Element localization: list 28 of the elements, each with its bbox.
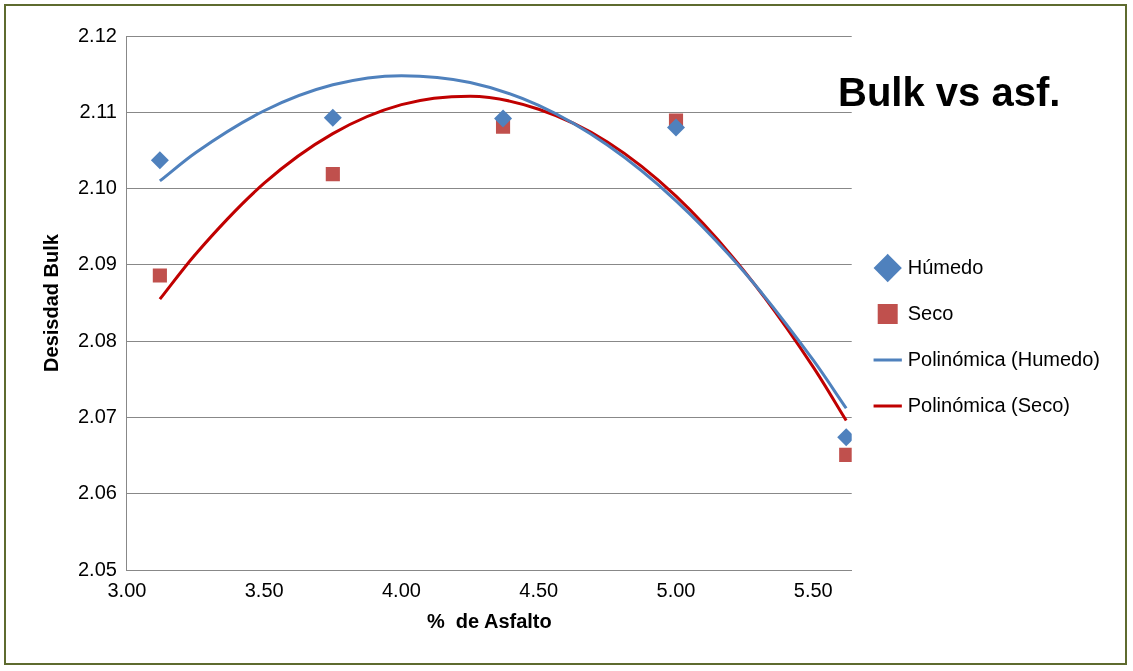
legend-label: Húmedo	[907, 255, 984, 278]
point	[323, 108, 342, 127]
legend-label: Seco	[907, 301, 954, 324]
x-axis-title: % de Asfalto	[426, 609, 552, 632]
y-tick-label: 2.05	[77, 557, 117, 580]
x-tick-label: 5.50	[793, 578, 833, 601]
legend-label: Polinómica (Humedo)	[907, 347, 1100, 370]
y-tick-label: 2.06	[77, 481, 117, 504]
point	[325, 167, 340, 182]
point	[152, 268, 167, 283]
x-tick-label: 4.50	[519, 578, 559, 601]
x-tick-label: 5.00	[656, 578, 696, 601]
x-tick-label: 4.00	[381, 578, 421, 601]
y-tick-label: 2.07	[77, 404, 117, 427]
y-tick-label: 2.09	[77, 252, 117, 275]
text: Bulk vs asf.	[838, 70, 1061, 115]
y-tick-label: 2.12	[77, 23, 117, 46]
point	[494, 109, 513, 128]
point	[839, 447, 852, 462]
y-tick-label: 2.10	[77, 176, 117, 199]
x-tick-label: 3.00	[107, 578, 147, 601]
x-tick-label: 3.50	[244, 578, 284, 601]
y-tick-label: 2.11	[79, 99, 117, 122]
y-axis-title: Desisdad Bulk	[39, 233, 62, 372]
point	[150, 151, 169, 170]
legend-label: Polinómica (Seco)	[907, 393, 1070, 416]
point	[667, 118, 685, 137]
y-tick-label: 2.08	[77, 328, 117, 351]
